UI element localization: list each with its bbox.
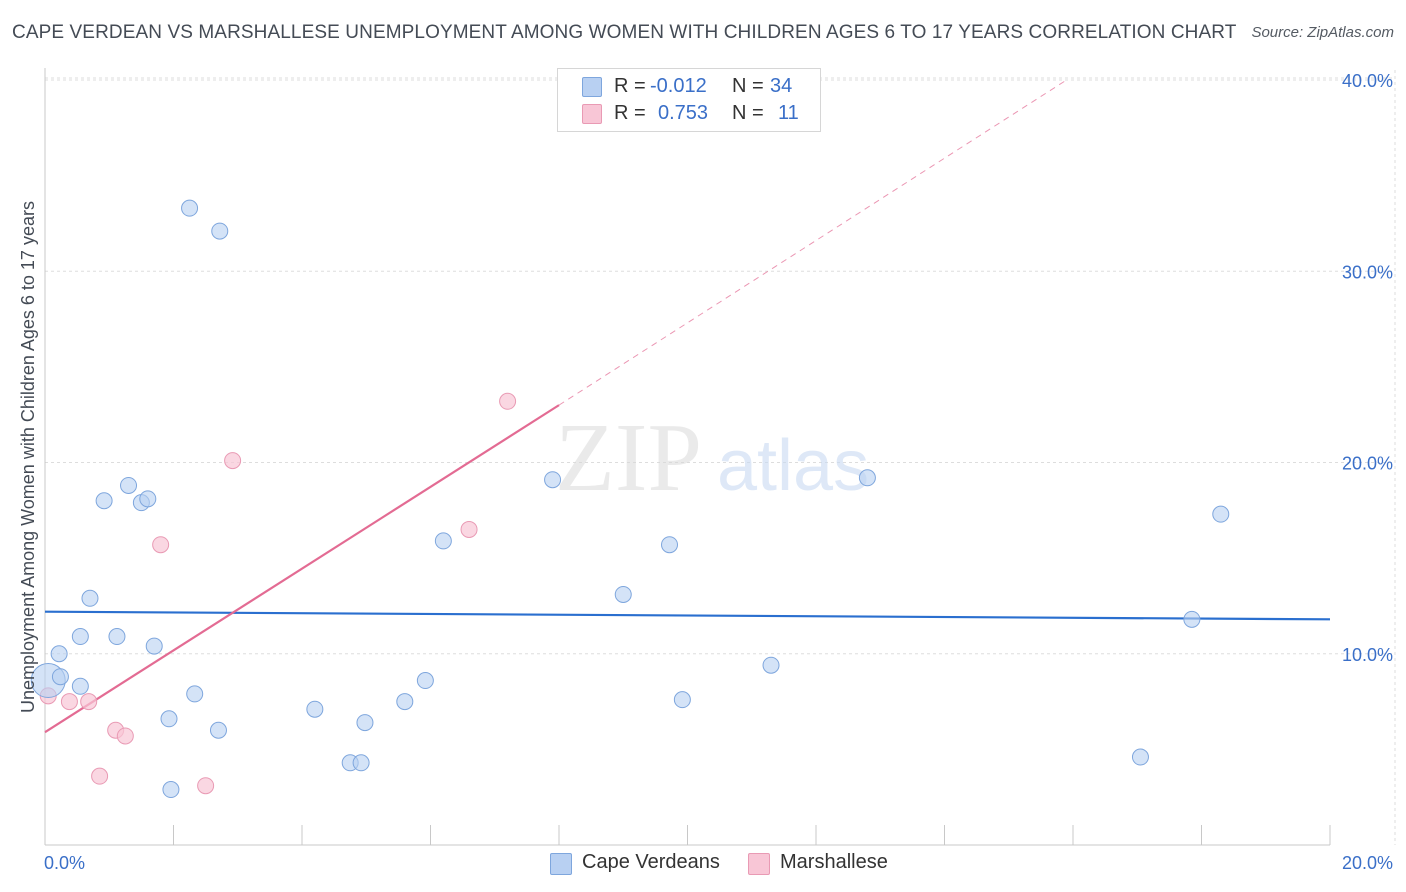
point-marshallese: [152, 536, 170, 554]
legend-r-value: -0.012: [650, 75, 707, 97]
legend-n-label: N =: [732, 102, 764, 124]
legend-r-label: R =: [614, 102, 646, 124]
data-points: [30, 199, 1230, 799]
legend-label: Marshallese: [780, 851, 888, 873]
point-cape-verdeans: [1183, 610, 1201, 628]
point-cape-verdeans: [181, 199, 199, 217]
trendline-marshallese: [44, 404, 560, 734]
x-tick-label: 20.0%: [1342, 853, 1393, 873]
point-cape-verdeans: [50, 645, 68, 663]
trendlines: [44, 79, 1331, 734]
point-cape-verdeans: [108, 628, 126, 646]
point-marshallese: [499, 392, 517, 410]
point-cape-verdeans: [81, 589, 99, 607]
pink-swatch: [748, 853, 770, 875]
y-tick-label: 20.0%: [1342, 454, 1393, 474]
chart-title: CAPE VERDEAN VS MARSHALLESE UNEMPLOYMENT…: [12, 22, 1237, 43]
point-cape-verdeans: [661, 536, 679, 554]
y-axis-label: Unemployment Among Women with Children A…: [18, 201, 38, 713]
pink-swatch: [582, 104, 602, 124]
point-cape-verdeans: [416, 672, 434, 690]
point-cape-verdeans: [71, 628, 89, 646]
legend-n-value: 34: [770, 75, 793, 97]
point-cape-verdeans: [71, 677, 89, 695]
point-marshallese: [224, 452, 242, 470]
tick-labels: 10.0% 20.0% 30.0% 40.0% 0.0% 20.0%: [44, 71, 1393, 873]
y-tick-label: 40.0%: [1342, 71, 1393, 91]
point-cape-verdeans: [209, 721, 227, 739]
point-cape-verdeans: [120, 476, 138, 494]
axes: [44, 68, 1331, 846]
point-marshallese: [460, 520, 478, 538]
point-cape-verdeans: [1131, 748, 1149, 766]
point-cape-verdeans: [51, 668, 69, 686]
point-cape-verdeans: [145, 637, 163, 655]
point-marshallese: [80, 693, 98, 711]
point-marshallese: [197, 777, 215, 795]
x-tick-label: 0.0%: [44, 853, 85, 873]
legend-n-label: N =: [732, 75, 764, 97]
point-cape-verdeans: [162, 781, 180, 799]
point-cape-verdeans: [211, 222, 229, 240]
legend-r-label: R =: [614, 75, 646, 97]
point-marshallese: [60, 693, 78, 711]
legend-n-value: 11: [778, 102, 799, 124]
watermark-zip: ZIP: [555, 404, 702, 512]
blue-swatch: [582, 77, 602, 97]
point-cape-verdeans: [673, 691, 691, 709]
stats-legend: R = -0.012 N = 34 R = 0.753 N = 11: [557, 68, 821, 132]
trendline-cape-verdeans: [44, 610, 1331, 621]
y-tick-label: 30.0%: [1342, 262, 1393, 282]
point-cape-verdeans: [396, 693, 414, 711]
point-cape-verdeans: [544, 471, 562, 489]
legend-r-value: 0.753: [658, 102, 709, 124]
legend-label: Cape Verdeans: [582, 851, 720, 873]
point-marshallese: [116, 727, 134, 745]
blue-swatch: [550, 853, 572, 875]
trendline-marshallese-extension: [558, 79, 1067, 406]
y-tick-label: 10.0%: [1342, 645, 1393, 665]
point-marshallese: [91, 767, 109, 785]
point-cape-verdeans: [186, 685, 204, 703]
point-cape-verdeans: [95, 492, 113, 510]
point-cape-verdeans: [356, 714, 374, 732]
point-cape-verdeans: [352, 754, 370, 772]
point-cape-verdeans: [762, 656, 780, 674]
point-cape-verdeans: [1212, 505, 1230, 523]
point-cape-verdeans: [160, 710, 178, 728]
point-cape-verdeans: [614, 585, 632, 603]
point-cape-verdeans: [306, 700, 324, 718]
point-cape-verdeans: [858, 469, 876, 487]
source-label: Source: ZipAtlas.com: [1251, 24, 1394, 41]
watermark-atlas: atlas: [717, 426, 869, 506]
point-cape-verdeans: [434, 532, 452, 550]
point-cape-verdeans: [139, 490, 157, 508]
